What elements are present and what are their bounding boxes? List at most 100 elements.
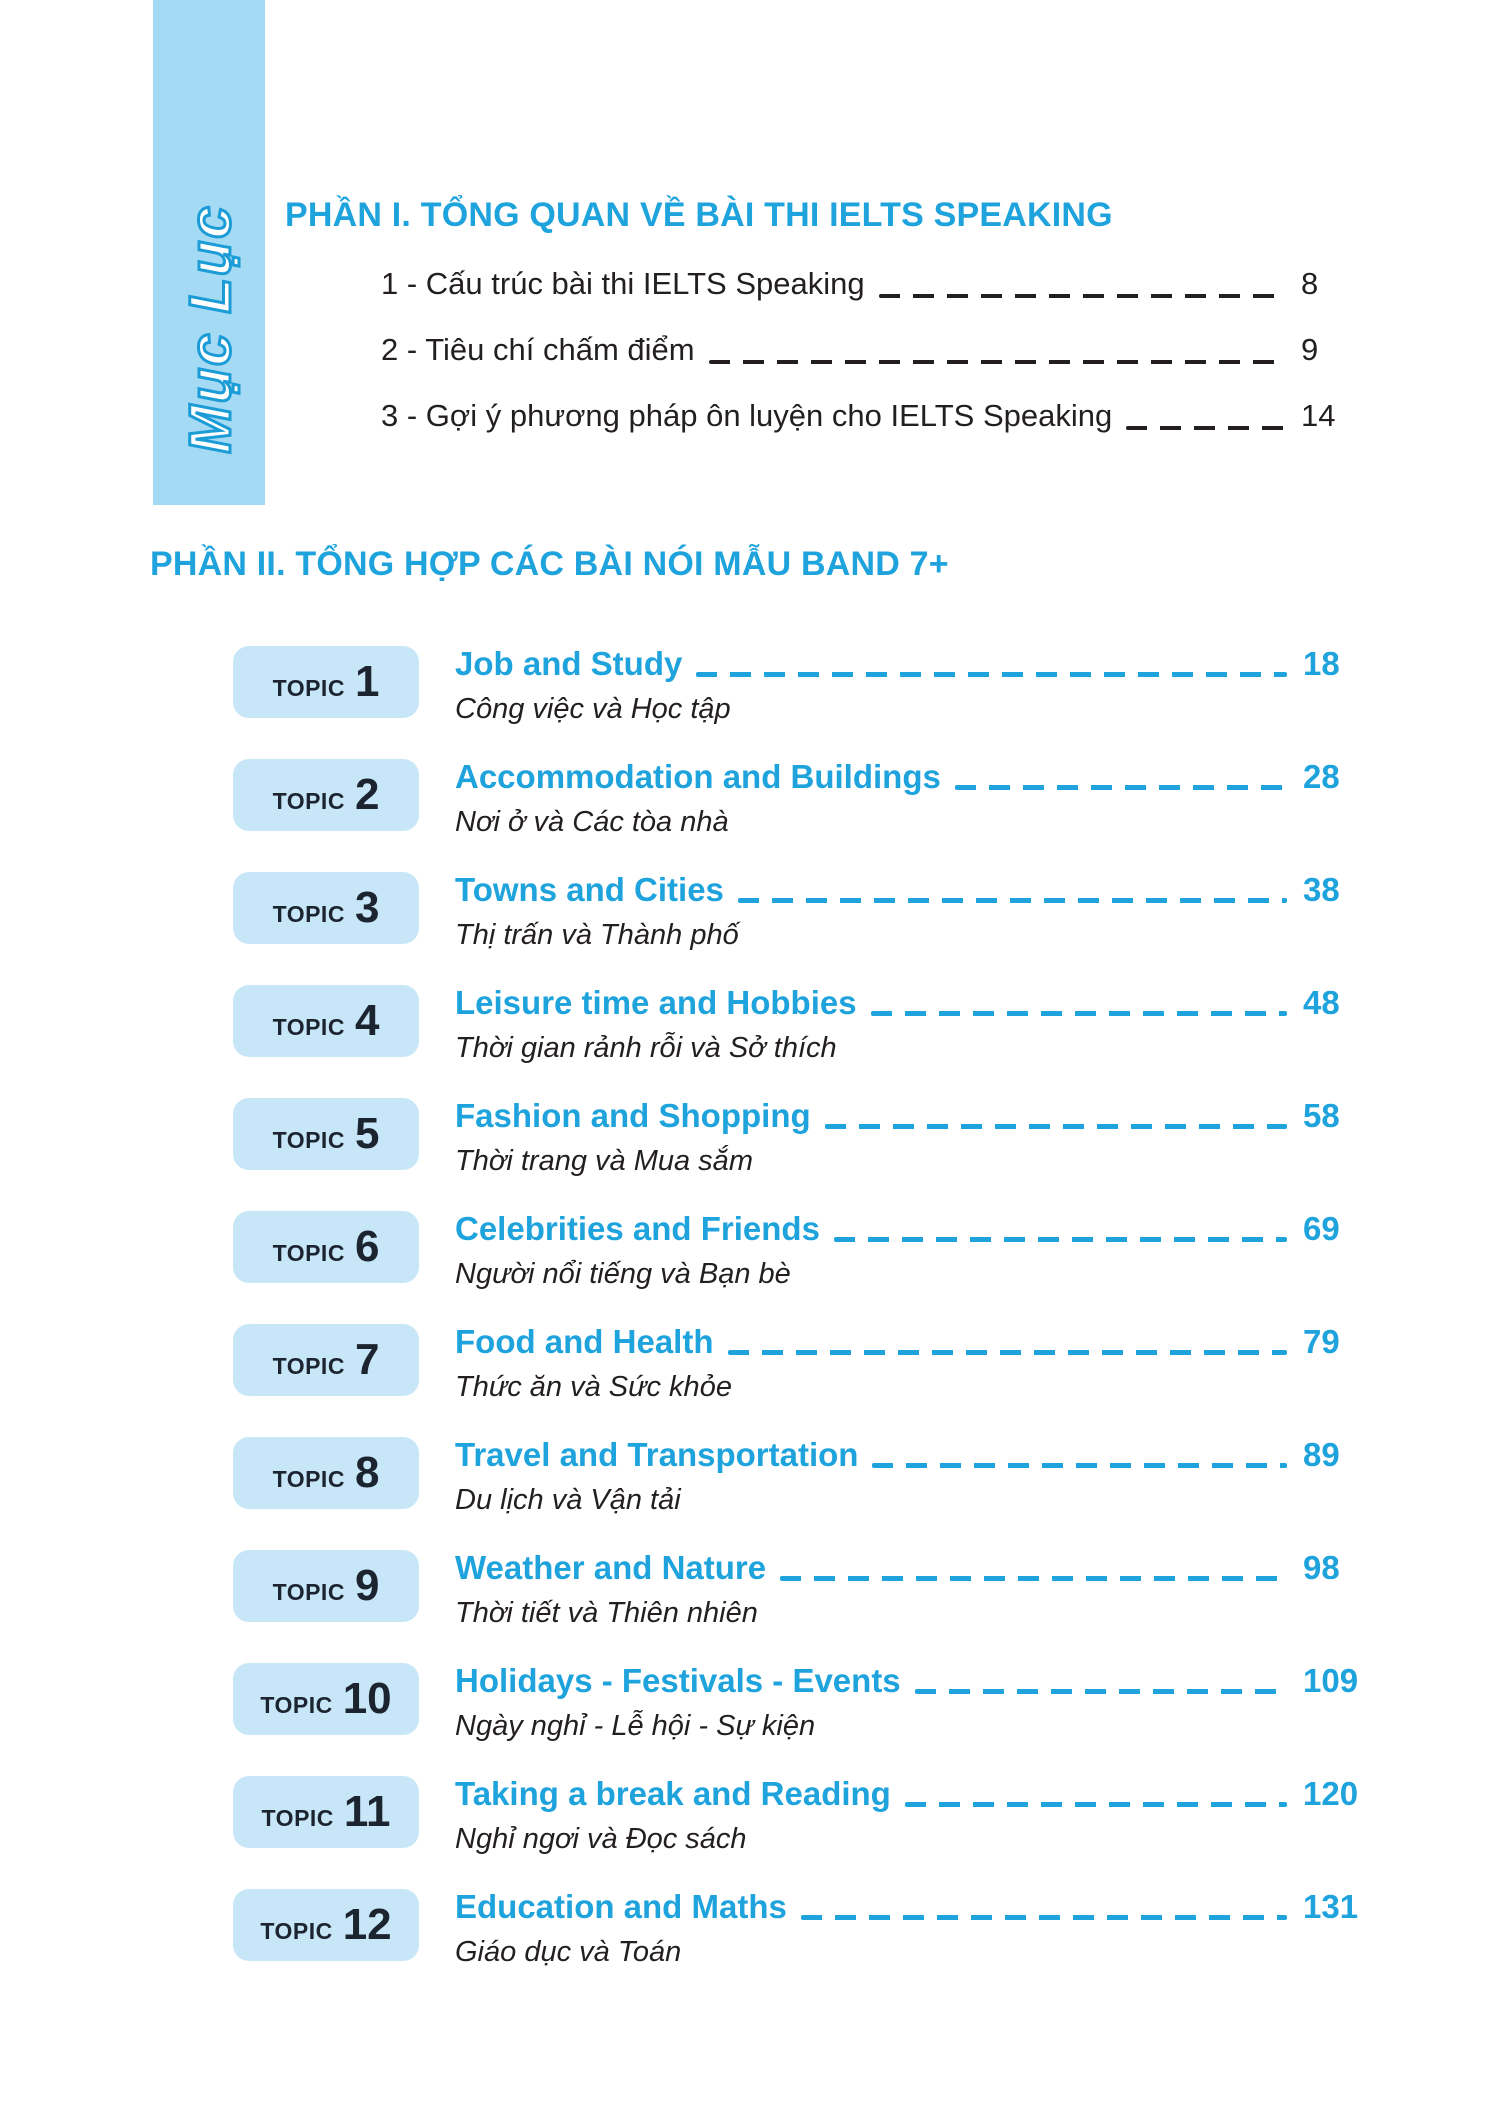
dotted-leader (780, 1576, 1287, 1581)
topic-row: TOPIC 8 Travel and Transportation 89 Du … (233, 1433, 1373, 1519)
topic-badge-word: TOPIC (261, 1805, 334, 1831)
topic-badge-number: 12 (342, 1900, 392, 1949)
toc-entry-page-number: 9 (1301, 332, 1319, 367)
topic-badge-number: 11 (343, 1787, 391, 1836)
topic-title: Food and Health (455, 1323, 714, 1360)
topic-subtitle: Du lịch và Vận tải (455, 1484, 681, 1516)
topic-page-number: 89 (1303, 1436, 1340, 1473)
topic-title-row: Taking a break and Reading 120 (455, 1772, 1373, 1816)
topic-main: Holidays - Festivals - Events 109 Ngày n… (455, 1659, 1373, 1745)
topic-badge: TOPIC 2 (233, 759, 419, 831)
topic-subtitle: Thời gian rảnh rỗi và Sở thích (455, 1032, 837, 1064)
topic-main: Job and Study 18 Công việc và Học tập (455, 642, 1373, 728)
topic-badge-inner: TOPIC 12 (260, 1900, 391, 1950)
topic-badge-inner: TOPIC 8 (273, 1448, 380, 1498)
part1-title: PHẦN I. TỔNG QUAN VỀ BÀI THI IELTS SPEAK… (285, 196, 1113, 234)
topic-badge: TOPIC 8 (233, 1437, 419, 1509)
topic-main: Towns and Cities 38 Thị trấn và Thành ph… (455, 868, 1373, 954)
toc-entry-page-number: 14 (1301, 398, 1336, 433)
topic-page-number: 69 (1303, 1210, 1340, 1247)
topic-main: Food and Health 79 Thức ăn và Sức khỏe (455, 1320, 1373, 1406)
topic-subtitle: Thời tiết và Thiên nhiên (455, 1597, 758, 1629)
topic-badge-inner: TOPIC 10 (260, 1674, 391, 1724)
topic-page-number: 48 (1303, 984, 1340, 1021)
topic-main: Education and Maths 131 Giáo dục và Toán (455, 1885, 1373, 1971)
topic-title-row: Education and Maths 131 (455, 1885, 1373, 1929)
topic-title: Leisure time and Hobbies (455, 984, 857, 1021)
topic-subtitle: Thức ăn và Sức khỏe (455, 1371, 732, 1403)
topic-badge: TOPIC 1 (233, 646, 419, 718)
topic-main: Fashion and Shopping 58 Thời trang và Mu… (455, 1094, 1373, 1180)
topic-badge-word: TOPIC (272, 1353, 345, 1379)
topic-badge-number: 3 (354, 883, 380, 932)
topic-subtitle: Thời trang và Mua sắm (455, 1145, 753, 1177)
topic-badge: TOPIC 10 (233, 1663, 419, 1735)
topic-badge: TOPIC 7 (233, 1324, 419, 1396)
topic-row: TOPIC 1 Job and Study 18 Công việc và Họ… (233, 642, 1373, 728)
topic-row: TOPIC 4 Leisure time and Hobbies 48 Thời… (233, 981, 1373, 1067)
topic-row: TOPIC 5 Fashion and Shopping 58 Thời tra… (233, 1094, 1373, 1180)
dotted-leader (1126, 426, 1285, 430)
topic-subtitle: Công việc và Học tập (455, 693, 731, 725)
topic-badge: TOPIC 12 (233, 1889, 419, 1961)
topic-badge-number: 6 (354, 1222, 380, 1271)
topic-badge: TOPIC 5 (233, 1098, 419, 1170)
toc-entry: 1 - Cấu trúc bài thi IELTS Speaking 8 (381, 261, 1341, 307)
dotted-leader (904, 1802, 1287, 1807)
dotted-leader (696, 672, 1287, 677)
topic-badge-word: TOPIC (272, 901, 345, 927)
topic-page-number: 109 (1303, 1662, 1359, 1699)
topic-title-row: Food and Health 79 (455, 1320, 1373, 1364)
topic-row: TOPIC 12 Education and Maths 131 Giáo dụ… (233, 1885, 1373, 1971)
topic-badge: TOPIC 9 (233, 1550, 419, 1622)
dotted-leader (872, 1463, 1287, 1468)
topic-title-row: Weather and Nature 98 (455, 1546, 1373, 1590)
topic-title: Holidays - Festivals - Events (455, 1662, 901, 1699)
topic-row: TOPIC 7 Food and Health 79 Thức ăn và Sứ… (233, 1320, 1373, 1406)
dotted-leader (833, 1237, 1287, 1242)
part2-title: PHẦN II. TỔNG HỢP CÁC BÀI NÓI MẪU BAND 7… (150, 545, 949, 583)
topic-badge-inner: TOPIC 7 (273, 1335, 380, 1385)
topic-title-row: Accommodation and Buildings 28 (455, 755, 1373, 799)
sidebar-band: Mục Lục (153, 0, 265, 505)
dotted-leader (708, 360, 1285, 364)
topic-main: Leisure time and Hobbies 48 Thời gian rả… (455, 981, 1373, 1067)
topic-page-number: 58 (1303, 1097, 1340, 1134)
topic-title: Travel and Transportation (455, 1436, 859, 1473)
topic-badge-word: TOPIC (260, 1918, 333, 1944)
topic-badge: TOPIC 11 (233, 1776, 419, 1848)
part1-item-list: 1 - Cấu trúc bài thi IELTS Speaking 8 2 … (285, 261, 1341, 439)
topic-title: Education and Maths (455, 1888, 787, 1925)
topic-badge: TOPIC 3 (233, 872, 419, 944)
topic-badge-number: 2 (354, 770, 380, 819)
topic-main: Accommodation and Buildings 28 Nơi ở và … (455, 755, 1373, 841)
topic-page-number: 131 (1303, 1888, 1359, 1925)
topic-title-row: Travel and Transportation 89 (455, 1433, 1373, 1477)
topic-title: Celebrities and Friends (455, 1210, 820, 1247)
topic-badge-word: TOPIC (272, 1466, 345, 1492)
toc-entry-label: 1 - Cấu trúc bài thi IELTS Speaking (381, 266, 865, 301)
topic-badge-inner: TOPIC 5 (273, 1109, 380, 1159)
topic-badge-number: 5 (354, 1109, 380, 1158)
topic-badge-inner: TOPIC 2 (273, 770, 380, 820)
dotted-leader (914, 1689, 1287, 1694)
toc-entry-page-number: 8 (1301, 266, 1319, 301)
topic-title: Towns and Cities (455, 871, 724, 908)
topic-title-row: Job and Study 18 (455, 642, 1373, 686)
topic-subtitle: Ngày nghỉ - Lễ hội - Sự kiện (455, 1710, 816, 1742)
topic-title-row: Towns and Cities 38 (455, 868, 1373, 912)
topic-main: Travel and Transportation 89 Du lịch và … (455, 1433, 1373, 1519)
topic-badge: TOPIC 4 (233, 985, 419, 1057)
topic-subtitle: Nghỉ ngơi và Đọc sách (455, 1823, 747, 1855)
topic-badge-number: 4 (354, 996, 380, 1045)
topic-main: Taking a break and Reading 120 Nghỉ ngơi… (455, 1772, 1373, 1858)
dotted-leader (737, 898, 1287, 903)
topic-badge-inner: TOPIC 11 (262, 1787, 391, 1837)
dotted-leader (800, 1915, 1287, 1920)
topic-title: Taking a break and Reading (455, 1775, 891, 1812)
topic-main: Weather and Nature 98 Thời tiết và Thiên… (455, 1546, 1373, 1632)
topic-title-row: Celebrities and Friends 69 (455, 1207, 1373, 1251)
topic-page-number: 18 (1303, 645, 1340, 682)
topic-badge-word: TOPIC (272, 1579, 345, 1605)
